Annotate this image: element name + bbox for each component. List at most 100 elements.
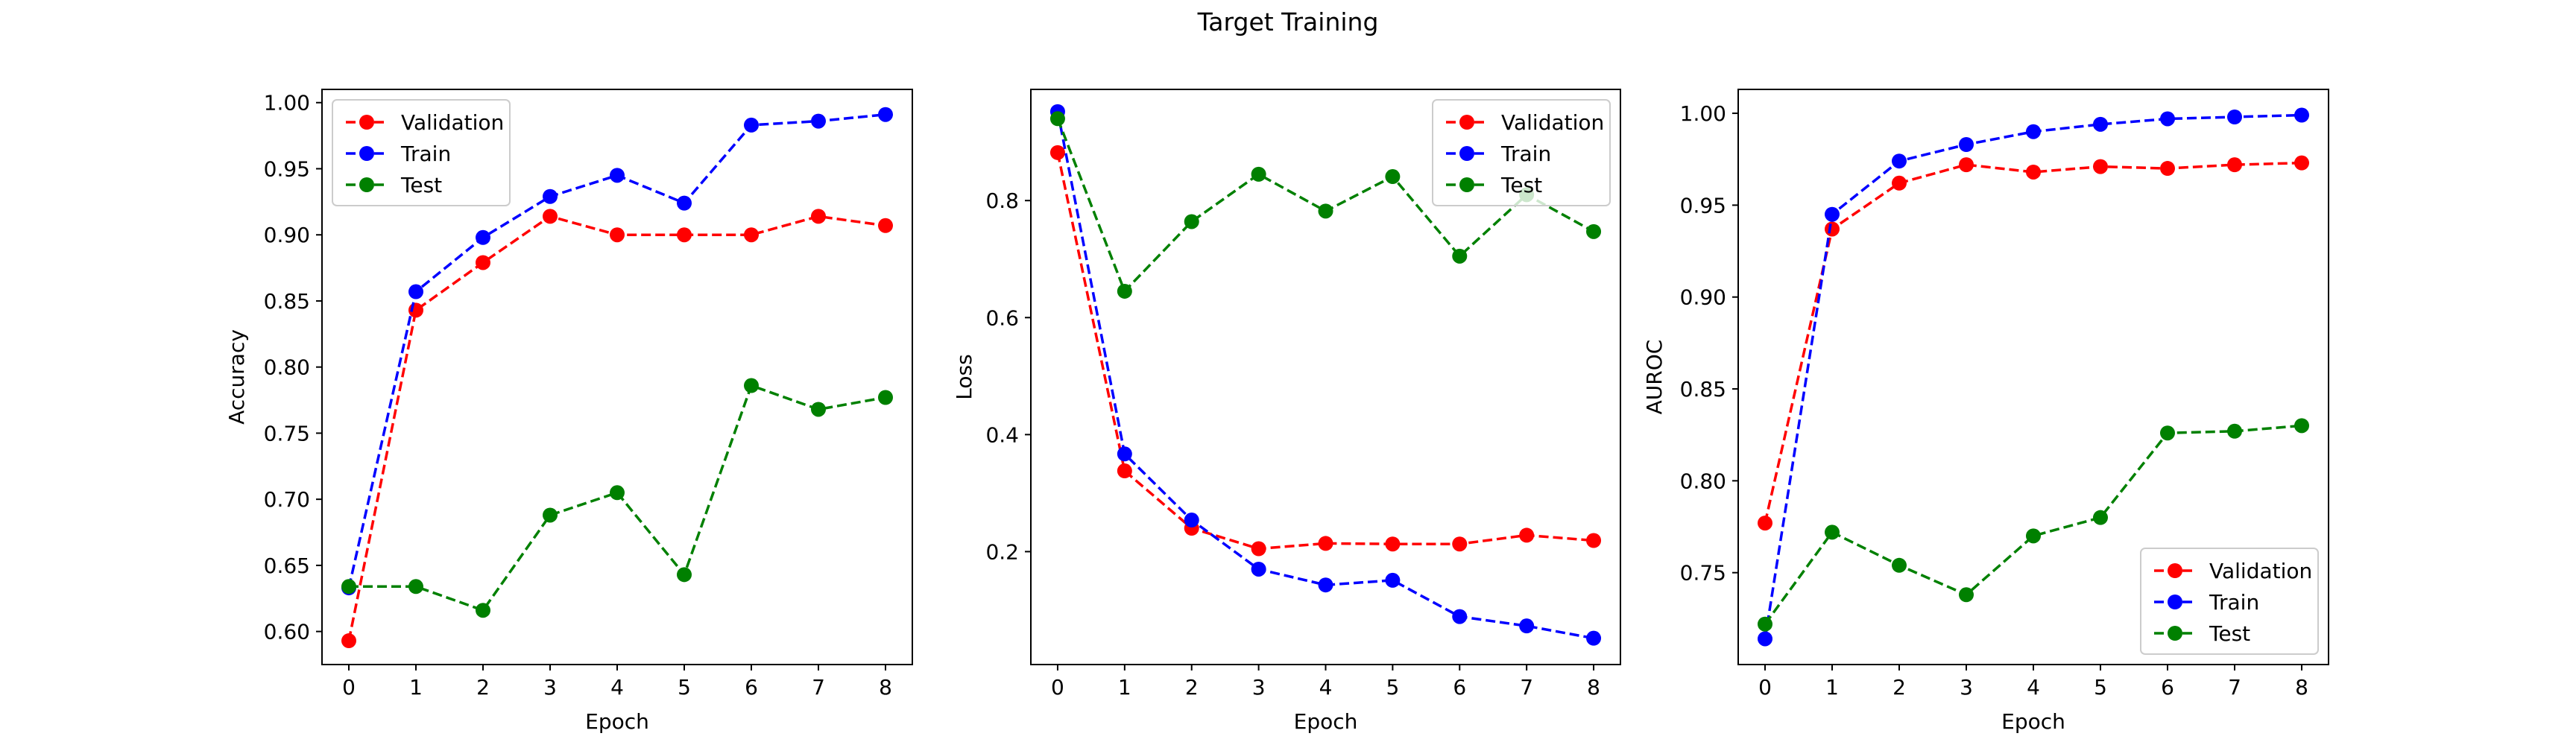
series-line-test [349,384,886,612]
x-tick-label: 7 [812,675,825,700]
subplot-2: 0 1 2 3 4 5 6 7 8 0.2 0.4 0.6 0.8 Epoch Loss Validation… [952,89,1621,734]
data-point [1758,616,1772,632]
y-tick-label: 0.4 [985,422,1019,447]
data-point [2294,155,2309,171]
data-point [2026,528,2041,544]
data-point [408,284,423,299]
legend-swatch-marker [359,177,374,192]
x-tick-label: 1 [409,675,423,700]
data-point [1892,153,1907,169]
data-point [1318,536,1333,551]
legend-swatch-marker [2168,626,2182,641]
legend-label: Test [2209,621,2250,646]
legend: Validation Train Test [1432,99,1611,206]
legend-label: Train [1500,142,1551,166]
figure-title: Target Training [1197,7,1379,37]
x-tick-label: 3 [543,675,557,700]
legend-label: Test [1500,173,1542,197]
legend-swatch-marker [1459,115,1474,130]
legend: Validation Train Test [332,99,511,206]
data-point [2026,164,2041,180]
data-point [2294,107,2309,123]
x-tick-label: 5 [2094,675,2107,700]
data-point [543,188,558,204]
legend: Validation Train Test [2140,548,2319,655]
legend-label: Train [400,142,451,166]
series-line-validation [1056,152,1594,551]
data-point [2160,161,2175,177]
x-tick-label: 0 [1051,675,1064,700]
data-point [1519,527,1535,543]
data-point [1117,463,1132,479]
y-tick-label: 0.95 [264,156,310,181]
legend-label: Validation [1501,110,1604,135]
y-tick-label: 0.75 [1680,561,1726,586]
data-point [610,227,625,243]
data-point [878,218,893,233]
data-point [610,168,625,183]
series-line-test [1764,424,2302,625]
axes-frame [1737,89,2329,665]
data-point [610,485,625,501]
data-point [1892,557,1907,573]
data-point [811,113,826,129]
x-tick-label: 5 [678,675,691,700]
data-point [677,227,692,243]
x-tick-label: 4 [1319,675,1333,700]
data-point [811,209,826,224]
data-point [1117,446,1132,462]
x-tick-label: 1 [1118,675,1131,700]
data-point [1251,541,1266,557]
data-point [878,390,893,405]
data-point [1959,587,1974,603]
data-point [2026,124,2041,139]
data-point [2294,418,2309,434]
x-tick-label: 4 [610,675,624,700]
data-point [2093,116,2108,132]
data-point [1825,206,1840,222]
data-point [878,107,893,122]
data-point [476,603,490,618]
legend-swatch-marker [359,146,374,161]
y-tick-label: 0.65 [264,554,310,578]
data-point [476,255,490,270]
legend-swatch-marker [2168,595,2182,609]
y-tick-label: 0.90 [264,223,310,247]
x-tick-label: 2 [1892,675,1906,700]
y-tick-label: 1.00 [264,91,310,115]
x-tick-label: 7 [2228,675,2241,700]
y-axis-label: Accuracy [224,329,249,425]
data-point [1825,221,1840,237]
data-point [1519,618,1535,634]
data-point [543,507,558,523]
data-point [1117,283,1132,299]
data-point [1049,145,1065,160]
y-tick-label: 0.6 [985,305,1019,330]
data-point [1385,169,1401,185]
x-tick-label: 5 [1386,675,1399,700]
data-point [1452,536,1468,552]
data-point [1385,572,1401,588]
x-axis-label: Epoch [585,709,649,734]
data-point [408,579,423,595]
subplot-3: 0 1 2 3 4 5 6 7 8 0.75 0.80 0.85 0.90 0.95 1.00 Epoch AU… [1642,89,2329,734]
x-tick-label: 2 [1185,675,1199,700]
data-point [811,402,826,417]
y-tick-label: 0.85 [264,289,310,314]
data-point [1251,561,1266,577]
legend-label: Train [2209,590,2259,615]
data-point [1959,157,1974,173]
data-point [1586,533,1602,548]
legend-box [1432,99,1611,206]
data-point [1452,609,1468,624]
data-point [341,579,356,595]
data-point [2160,111,2175,127]
x-tick-label: 6 [1453,675,1466,700]
data-point [677,195,692,211]
series-line-validation [1764,161,2302,524]
data-point [1184,214,1199,229]
subplot-1: 0 1 2 3 4 5 6 7 8 0.60 0.65 0.70 0.75 0.80 0.85 0.90 0.9… [224,89,913,734]
data-point [677,567,692,583]
x-tick-label: 8 [879,675,892,700]
data-point [1758,631,1772,647]
